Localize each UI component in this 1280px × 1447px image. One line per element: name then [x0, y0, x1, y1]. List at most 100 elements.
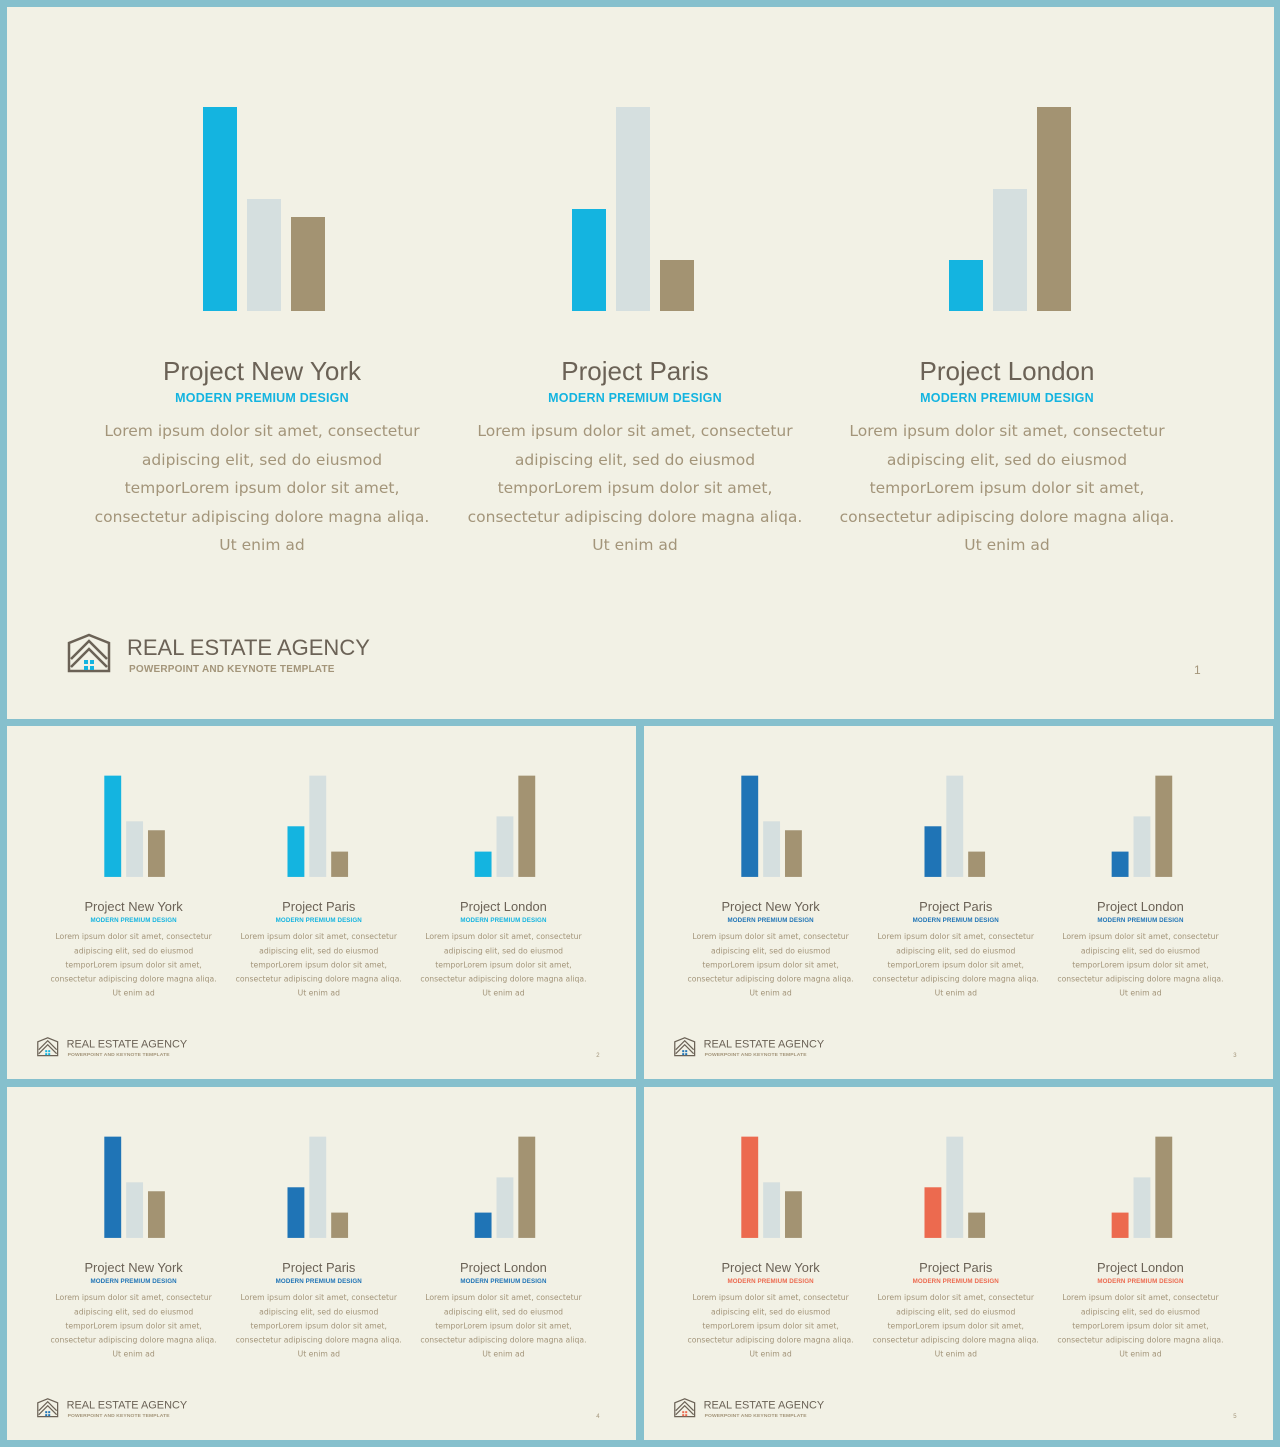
project-description: Lorem ipsum dolor sit amet, consectetur … [235, 932, 402, 998]
chart-bar [1037, 107, 1071, 311]
project-description: Lorem ipsum dolor sit amet, consectetur … [420, 932, 587, 998]
chart-bar [924, 826, 942, 877]
page-number: 1 [1194, 663, 1201, 677]
project-title: Project New York [721, 899, 820, 915]
project-title: Project London [460, 899, 547, 915]
project-description: Lorem ipsum dolor sit amet, consectetur … [235, 1293, 402, 1359]
chart-bar [104, 775, 122, 877]
project-description: Lorem ipsum dolor sit amet, consectetur … [872, 1293, 1039, 1359]
chart-bar [1133, 816, 1151, 877]
chart-bar [1155, 775, 1173, 877]
chart-bar [104, 1136, 122, 1238]
brand-tagline: POWERPOINT AND KEYNOTE TEMPLATE [67, 1052, 170, 1058]
project-subtitle: MODERN PREMIUM DESIGN [1097, 916, 1184, 924]
chart-bar [518, 775, 536, 877]
project-description: Lorem ipsum dolor sit amet, consectetur … [872, 932, 1039, 998]
project-title: Project New York [84, 1260, 183, 1276]
project-title: Project New York [721, 1260, 820, 1276]
project-title: Project Paris [919, 899, 993, 915]
project-description: Lorem ipsum dolor sit amet, consectetur … [687, 932, 854, 998]
project-card: Project Paris MODERN PREMIUM DESIGN Lorem … [871, 898, 1040, 1001]
chart-bar [660, 260, 694, 311]
project-description: Lorem ipsum dolor sit amet, consectetur … [1057, 1293, 1224, 1359]
chart-bar [763, 821, 781, 877]
project-subtitle: MODERN PREMIUM DESIGN [275, 1277, 362, 1285]
project-subtitle: MODERN PREMIUM DESIGN [727, 1277, 814, 1285]
chart-bar [309, 1136, 327, 1238]
chart-bar [203, 107, 237, 311]
project-subtitle: MODERN PREMIUM DESIGN [912, 1277, 999, 1285]
project-subtitle: MODERN PREMIUM DESIGN [175, 391, 349, 405]
project-card: Project New York MODERN PREMIUM DESIGN Lor… [686, 1259, 855, 1362]
chart-bar [496, 816, 514, 877]
project-subtitle: MODERN PREMIUM DESIGN [1097, 1277, 1184, 1285]
project-description: Lorem ipsum dolor sit amet, consectetur … [839, 422, 1175, 555]
chart-bar [309, 775, 327, 877]
chart-bar [496, 1177, 514, 1238]
project-subtitle: MODERN PREMIUM DESIGN [460, 1277, 547, 1285]
slide-4: Project New York MODERN PREMIUM DESIGN Lor… [7, 1087, 636, 1440]
project-card: Project Paris MODERN PREMIUM DESIGN Lorem … [234, 898, 403, 1001]
chart-bar [474, 1212, 492, 1238]
chart-bar [949, 260, 983, 311]
chart-bar [993, 189, 1027, 311]
project-title: Project London [1097, 899, 1184, 915]
project-subtitle: MODERN PREMIUM DESIGN [920, 391, 1094, 405]
project-subtitle: MODERN PREMIUM DESIGN [275, 916, 362, 924]
project-subtitle: MODERN PREMIUM DESIGN [912, 916, 999, 924]
project-subtitle: MODERN PREMIUM DESIGN [90, 1277, 177, 1285]
chart-bar [572, 209, 606, 311]
chart-bar [763, 1182, 781, 1238]
project-description: Lorem ipsum dolor sit amet, consectetur … [50, 932, 217, 998]
chart-bar [1111, 1212, 1129, 1238]
project-title: Project New York [84, 899, 183, 915]
chart-bar [126, 1182, 144, 1238]
slide-content: Project New York MODERN PREMIUM DESIGN Lor… [7, 726, 636, 1079]
page-number: 4 [596, 1412, 600, 1420]
chart-bar [968, 1212, 986, 1238]
slide-content: Project New York MODERN PREMIUM DESIGN Lor… [644, 1087, 1273, 1440]
project-card: Project New York MODERN PREMIUM DESIGN Lor… [49, 1259, 218, 1362]
chart-bar [331, 1212, 349, 1238]
slide-5: Project New York MODERN PREMIUM DESIGN Lor… [644, 1087, 1273, 1440]
project-title: Project London [1097, 1260, 1184, 1276]
project-card: Project London MODERN PREMIUM DESIGN Lorem… [1056, 1259, 1225, 1362]
project-title: Project London [919, 356, 1095, 386]
brand-title: REAL ESTATE AGENCY [66, 1398, 188, 1412]
project-subtitle: MODERN PREMIUM DESIGN [727, 916, 814, 924]
brand-tagline: POWERPOINT AND KEYNOTE TEMPLATE [67, 1413, 170, 1419]
chart-bar [924, 1187, 942, 1238]
page-number: 3 [1233, 1051, 1237, 1059]
slide-1: Project New York MODERN PREMIUM DESIGN Lor… [7, 7, 1274, 719]
project-title: Project New York [163, 356, 361, 386]
project-title: Project Paris [561, 356, 709, 386]
project-card: Project New York MODERN PREMIUM DESIGN Lor… [92, 353, 432, 560]
project-card: Project London MODERN PREMIUM DESIGN Lorem… [837, 353, 1177, 560]
chart-bar [331, 851, 349, 877]
house-chevron-logo-icon [674, 1398, 696, 1418]
project-subtitle: MODERN PREMIUM DESIGN [90, 916, 177, 924]
project-title: Project London [460, 1260, 547, 1276]
chart-bar [247, 199, 281, 311]
brand-tagline: POWERPOINT AND KEYNOTE TEMPLATE [704, 1413, 807, 1419]
brand-tagline: POWERPOINT AND KEYNOTE TEMPLATE [704, 1052, 807, 1058]
brand-tagline: POWERPOINT AND KEYNOTE TEMPLATE [129, 664, 335, 675]
chart-bar [968, 851, 986, 877]
project-card: Project Paris MODERN PREMIUM DESIGN Lorem … [465, 353, 805, 560]
slide-content: Project New York MODERN PREMIUM DESIGN Lor… [7, 1087, 636, 1440]
chart-bar [291, 217, 325, 311]
chart-bar [784, 830, 802, 877]
slide-2: Project New York MODERN PREMIUM DESIGN Lor… [7, 726, 636, 1079]
house-chevron-logo-icon [37, 1398, 59, 1418]
chart-bar [741, 1136, 759, 1238]
brand-title: REAL ESTATE AGENCY [66, 1037, 188, 1051]
chart-bar [287, 826, 305, 877]
page-number: 5 [1233, 1412, 1237, 1420]
project-description: Lorem ipsum dolor sit amet, consectetur … [1057, 932, 1224, 998]
project-card: Project London MODERN PREMIUM DESIGN Lorem… [1056, 898, 1225, 1001]
project-card: Project New York MODERN PREMIUM DESIGN Lor… [49, 898, 218, 1001]
chart-bar [474, 851, 492, 877]
house-chevron-logo-icon [67, 633, 111, 673]
brand-title: REAL ESTATE AGENCY [703, 1398, 825, 1412]
chart-bar [1111, 851, 1129, 877]
